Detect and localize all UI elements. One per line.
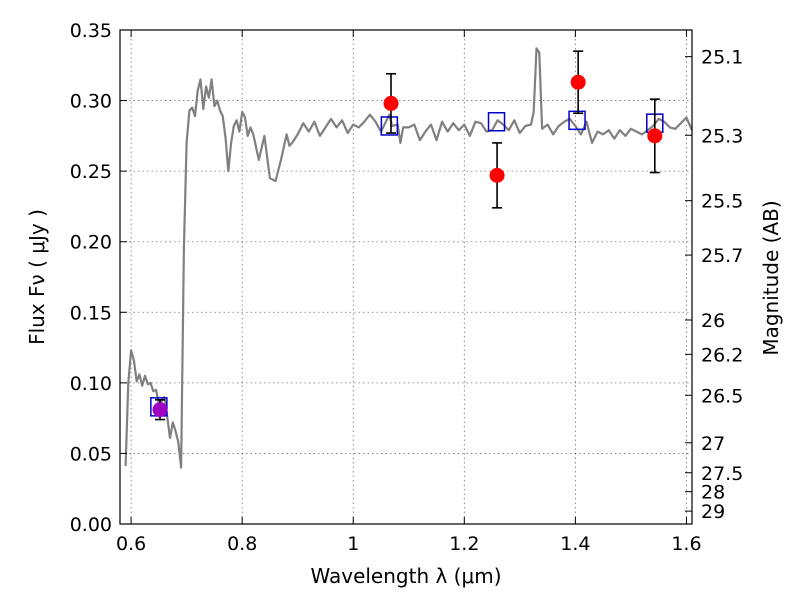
model-photometry-square bbox=[380, 116, 399, 136]
observed-photometry-point bbox=[647, 128, 663, 144]
x-tick-label: 1.4 bbox=[560, 533, 590, 555]
y-tick-label: 0.35 bbox=[70, 20, 112, 42]
y-tick-label: 0.20 bbox=[70, 232, 112, 254]
magnitude-tick-label: 28 bbox=[701, 482, 725, 504]
plot-frame bbox=[119, 29, 693, 525]
magnitude-tick-label: 29 bbox=[701, 501, 725, 523]
magnitude-tick-label: 26.2 bbox=[701, 344, 743, 366]
magnitude-tick-label: 25.1 bbox=[701, 47, 743, 69]
x-tick-label: 0.8 bbox=[227, 533, 257, 555]
magnitude-axis-label: Magnitude (AB) bbox=[759, 200, 783, 355]
x-tick-label: 1.2 bbox=[449, 533, 479, 555]
model-photometry-square bbox=[568, 110, 586, 131]
observed-photometry-point bbox=[383, 95, 399, 111]
magnitude-tick-label: 26 bbox=[701, 310, 725, 332]
x-axis-label: Wavelength λ (μm) bbox=[310, 564, 501, 588]
marker-layer bbox=[150, 50, 664, 421]
x-tick-label: 1.6 bbox=[671, 533, 701, 555]
y-axis-label: Flux Fν ( μJy ) bbox=[25, 209, 49, 345]
magnitude-tick-label: 26.5 bbox=[701, 385, 743, 407]
curve-layer bbox=[124, 47, 694, 469]
y-tick-label: 0.10 bbox=[70, 373, 112, 395]
magnitude-tick-label: 25.7 bbox=[701, 245, 743, 267]
magnitude-tick-label: 25.3 bbox=[701, 125, 743, 147]
model-photometry-square bbox=[487, 111, 506, 132]
x-tick-label: 1 bbox=[347, 533, 359, 555]
y-tick-label: 0.30 bbox=[70, 91, 112, 113]
observed-photometry-point bbox=[152, 402, 168, 418]
observed-photometry-point bbox=[570, 74, 586, 90]
magnitude-tick-label: 27 bbox=[701, 433, 725, 455]
grid-lines bbox=[120, 29, 692, 525]
x-tick-label: 0.6 bbox=[116, 533, 146, 555]
y-tick-label: 0.25 bbox=[70, 161, 112, 183]
observed-photometry-point bbox=[489, 167, 505, 183]
magnitude-tick-label: 27.5 bbox=[701, 463, 743, 485]
magnitude-tick-label: 25.5 bbox=[701, 191, 743, 213]
y-tick-label: 0.05 bbox=[70, 443, 112, 465]
axis-ticks: 0.6 0.8 1 1.2 1.4 1.6 0.00 0.05 0.10 0.15 0.20 0.25… bbox=[70, 20, 744, 555]
model-sed-line bbox=[124, 47, 694, 469]
y-tick-label: 0.15 bbox=[70, 302, 112, 324]
y-tick-label: 0.00 bbox=[70, 514, 112, 536]
